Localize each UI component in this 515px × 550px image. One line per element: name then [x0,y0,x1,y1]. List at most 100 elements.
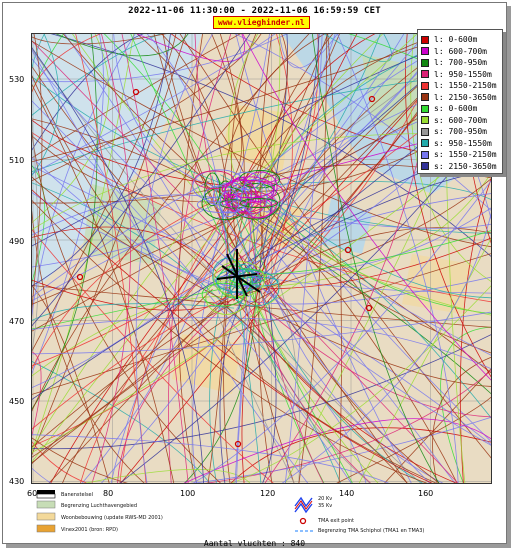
flight-track [279,34,338,69]
holding-pattern-track [201,282,245,307]
legend-swatch [421,127,429,136]
holding-pattern-track [221,179,274,198]
legend-label: l: 700-950m [434,58,487,67]
flight-track [242,34,376,184]
y-tick-450: 450 [9,397,25,406]
flight-track [183,418,491,483]
flight-track [32,311,491,355]
flight-track [32,40,491,248]
flight-track [32,437,129,483]
flight-track [323,34,392,62]
flight-track [207,188,229,483]
tma-exit-label: TMA exit point [318,518,355,524]
flight-track [224,34,281,274]
flight-track [91,34,132,483]
legend-swatch [421,47,429,55]
flight-track [440,326,491,483]
flight-track [32,34,162,116]
flight-track [32,34,135,453]
flight-track [32,334,491,450]
holding-pattern-track [219,190,239,218]
legend-item: s: 0-600m [421,103,477,114]
flight-track [32,285,110,483]
flight-track [119,125,491,483]
legend-swatch [421,35,429,44]
legend-swatch [421,150,429,159]
y-tick-510: 510 [9,156,25,165]
flight-track [32,180,210,298]
flight-track [32,34,102,93]
flight-track [264,227,491,283]
flight-track [264,34,336,276]
luchthaven-label: Begrenzing Luchthavengebied [61,503,138,509]
flight-track [221,34,326,193]
flight-track [263,34,428,302]
flight-track [80,213,258,483]
legend-item: s: 600-700m [421,115,487,126]
flight-track [311,34,440,483]
flight-track [284,34,323,483]
flight-track [32,199,428,483]
flight-track [262,301,277,483]
woonbebouwing-label: Woonbebouwing (update RWS-MD 2001) [61,515,163,521]
y-tick-530: 530 [9,75,25,84]
flight-track [262,210,491,229]
flight-track [32,34,145,151]
legend-swatch [421,58,429,67]
flight-track [32,197,210,450]
legend-label: l: 2150-3650m [434,92,497,102]
flight-track [32,119,224,186]
flight-track [384,368,491,483]
flight-track [32,351,42,437]
flight-track [50,34,491,257]
legend-swatch [421,81,429,90]
vinex-label: Vinex2001 (bron: RPD) [61,527,118,533]
legend-label: l: 600-700m [434,46,487,56]
flight-track [262,34,293,298]
flight-track [32,47,204,483]
legend-label: s: 700-950m [434,127,487,136]
tma-exit-point-2 [368,95,376,103]
legend-item: s: 1550-2150m [421,149,497,160]
flight-track [32,84,175,483]
flight-track [32,34,187,456]
site-badge[interactable]: www.vlieghinder.nl [213,16,310,29]
flight-track [192,416,491,483]
flight-track [32,229,274,483]
flight-track [234,34,491,211]
flight-track [32,212,244,305]
tma-exit-point-5 [365,304,373,312]
flight-track [32,34,177,352]
altitude-legend: l: 0-600m l: 600-700m l: 700-950m l: 950-15… [417,29,503,174]
flight-track [32,294,232,430]
flight-track [265,269,444,483]
flight-track [32,135,491,453]
flight-track [234,205,253,483]
holding-pattern-track [239,198,279,209]
flight-track [253,298,491,418]
kv20-label: 20 Kv [318,496,333,502]
legend-item: s: 2150-3650m [421,161,497,172]
tma-exit-point-6 [234,440,242,448]
flight-track [32,34,251,327]
flight-track [32,253,491,395]
flight-count: Aantal vluchten : 840 [203,539,306,548]
flight-track [32,34,445,268]
legend-label: l: 0-600m [434,35,478,44]
y-tick-470: 470 [9,317,25,326]
scale-bar-black [37,490,55,494]
flight-track [84,469,251,483]
flight-track [81,34,270,483]
flight-track [32,34,167,45]
flight-track [219,34,245,200]
flight-track [258,201,273,483]
flight-track [32,441,89,483]
urban-area-4 [402,254,472,314]
flight-track [214,34,418,208]
legend-item: s: 950-1550m [421,138,492,149]
flight-track [32,176,230,304]
legend-item: l: 1550-2150m [421,80,497,91]
flight-track [194,34,372,483]
flight-track [32,295,246,377]
flight-track [32,34,98,410]
